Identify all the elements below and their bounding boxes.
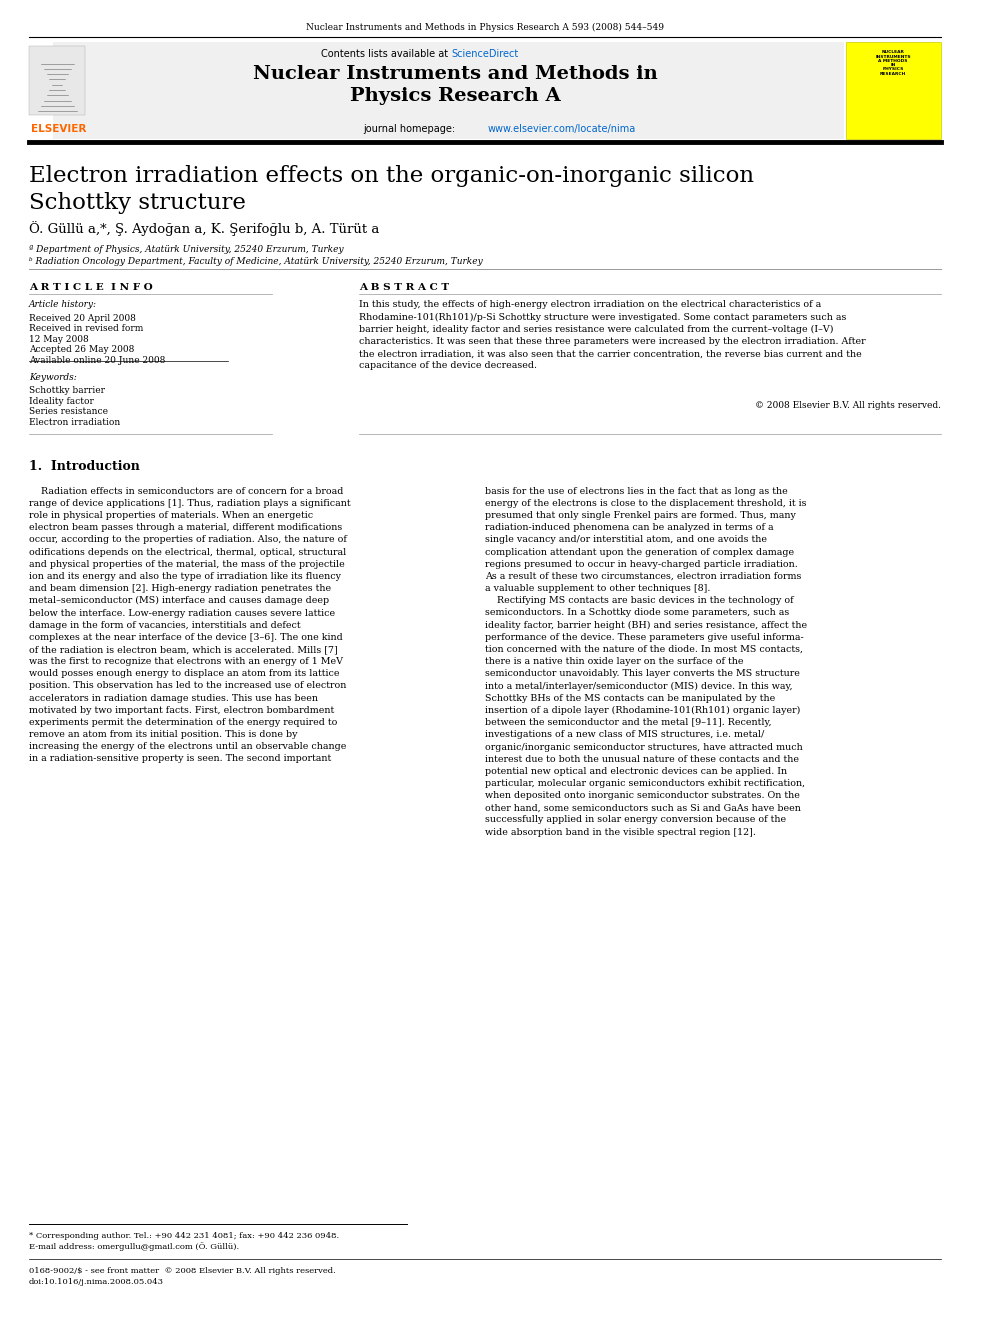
Text: Received 20 April 2008: Received 20 April 2008 bbox=[29, 314, 136, 323]
Text: basis for the use of electrons lies in the fact that as long as the
energy of th: basis for the use of electrons lies in t… bbox=[485, 487, 806, 836]
Text: ª Department of Physics, Atatürk University, 25240 Erzurum, Turkey: ª Department of Physics, Atatürk Univers… bbox=[29, 245, 343, 254]
Text: Available online 20 June 2008: Available online 20 June 2008 bbox=[29, 356, 166, 365]
Text: Electron irradiation: Electron irradiation bbox=[29, 418, 120, 427]
Text: In this study, the effects of high-energy electron irradiation on the electrical: In this study, the effects of high-energ… bbox=[359, 300, 865, 370]
Text: Nuclear Instruments and Methods in
Physics Research A: Nuclear Instruments and Methods in Physi… bbox=[253, 65, 658, 105]
Text: Article history:: Article history: bbox=[29, 300, 97, 310]
Text: Received in revised form: Received in revised form bbox=[29, 324, 144, 333]
Text: Nuclear Instruments and Methods in Physics Research A 593 (2008) 544–549: Nuclear Instruments and Methods in Physi… bbox=[306, 22, 664, 32]
Text: Keywords:: Keywords: bbox=[29, 373, 76, 382]
Text: Ideality factor: Ideality factor bbox=[29, 397, 94, 406]
Text: Accepted 26 May 2008: Accepted 26 May 2008 bbox=[29, 345, 135, 355]
FancyBboxPatch shape bbox=[29, 46, 85, 115]
Text: www.elsevier.com/locate/nima: www.elsevier.com/locate/nima bbox=[488, 124, 636, 135]
Text: A R T I C L E  I N F O: A R T I C L E I N F O bbox=[29, 283, 153, 292]
FancyBboxPatch shape bbox=[845, 42, 940, 139]
Text: ᵇ Radiation Oncology Department, Faculty of Medicine, Atatürk University, 25240 : ᵇ Radiation Oncology Department, Faculty… bbox=[29, 257, 483, 266]
Text: * Corresponding author. Tel.: +90 442 231 4081; fax: +90 442 236 0948.: * Corresponding author. Tel.: +90 442 23… bbox=[29, 1232, 339, 1240]
Text: ScienceDirect: ScienceDirect bbox=[451, 49, 518, 60]
Text: Series resistance: Series resistance bbox=[29, 407, 108, 417]
Text: doi:10.1016/j.nima.2008.05.043: doi:10.1016/j.nima.2008.05.043 bbox=[29, 1278, 164, 1286]
Text: NUCLEAR
INSTRUMENTS
A METHODS
IN
PHYSICS
RESEARCH: NUCLEAR INSTRUMENTS A METHODS IN PHYSICS… bbox=[875, 50, 911, 75]
Text: E-mail address: omergullu@gmail.com (Ö. Güllü).: E-mail address: omergullu@gmail.com (Ö. … bbox=[29, 1242, 239, 1252]
Text: journal homepage:: journal homepage: bbox=[364, 124, 459, 135]
Text: Schottky barrier: Schottky barrier bbox=[29, 386, 105, 396]
Text: ELSEVIER: ELSEVIER bbox=[31, 123, 86, 134]
Text: © 2008 Elsevier B.V. All rights reserved.: © 2008 Elsevier B.V. All rights reserved… bbox=[755, 401, 940, 410]
FancyBboxPatch shape bbox=[54, 42, 843, 139]
Text: 1.  Introduction: 1. Introduction bbox=[29, 460, 140, 474]
Text: Radiation effects in semiconductors are of concern for a broad
range of device a: Radiation effects in semiconductors are … bbox=[29, 487, 351, 763]
Text: A B S T R A C T: A B S T R A C T bbox=[359, 283, 449, 292]
Text: Contents lists available at: Contents lists available at bbox=[320, 49, 451, 60]
Text: 0168-9002/$ - see front matter  © 2008 Elsevier B.V. All rights reserved.: 0168-9002/$ - see front matter © 2008 El… bbox=[29, 1267, 336, 1275]
Text: 12 May 2008: 12 May 2008 bbox=[29, 335, 89, 344]
Text: Ö. Güllü a,*, Ş. Aydoğan a, K. Şerifоğlu b, A. Türüt a: Ö. Güllü a,*, Ş. Aydoğan a, K. Şerifоğlu… bbox=[29, 221, 380, 235]
Text: Electron irradiation effects on the organic-on-inorganic silicon
Schottky struct: Electron irradiation effects on the orga… bbox=[29, 165, 754, 213]
